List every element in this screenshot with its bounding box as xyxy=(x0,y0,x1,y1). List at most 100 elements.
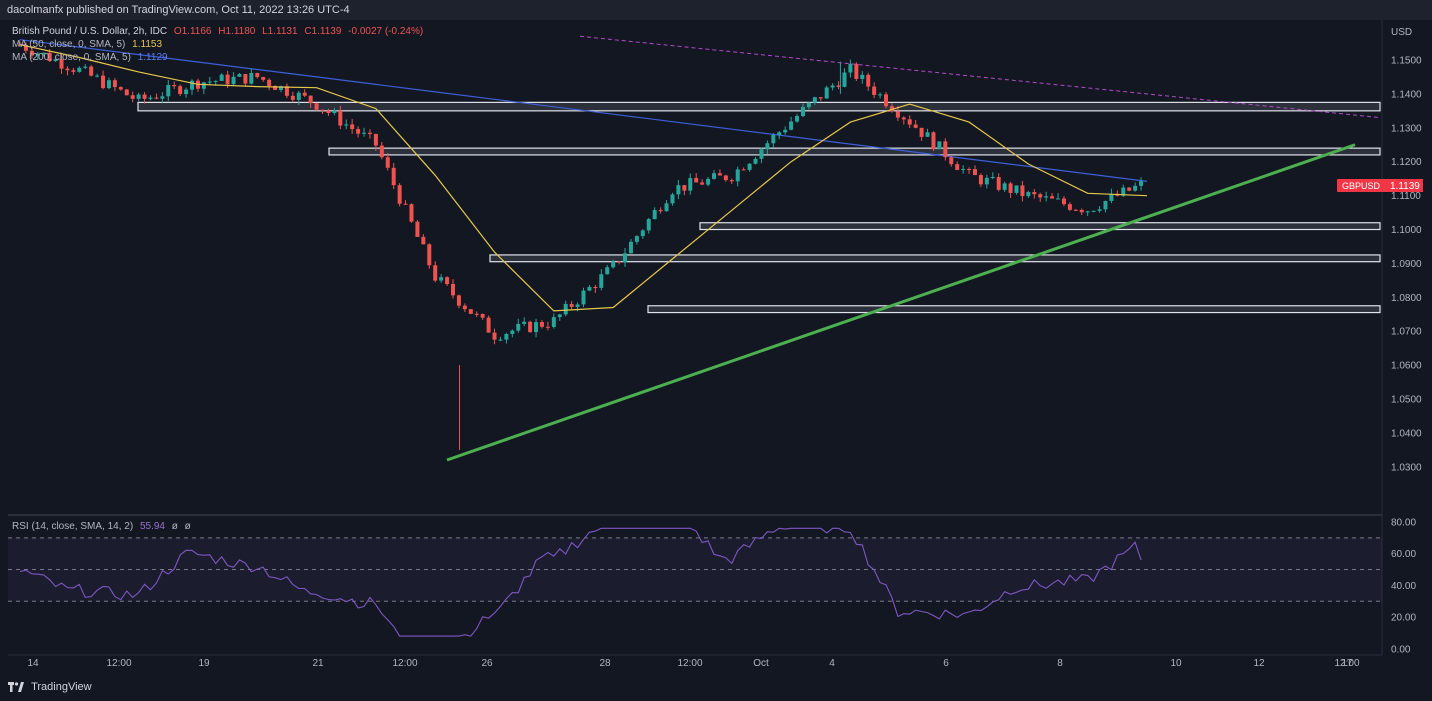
candle-up xyxy=(795,115,800,122)
rsi-band xyxy=(8,537,1382,602)
candle-up xyxy=(1139,181,1144,186)
rsi-tick-label: 0.00 xyxy=(1391,644,1411,655)
price-chart[interactable]: 1.1500 1.1400 1.1300 1.1200 1.1100 1.1000 1.09… xyxy=(0,20,1432,674)
candle-up xyxy=(136,94,141,99)
candle-up xyxy=(860,74,865,79)
candle-down xyxy=(445,277,450,285)
candle-down xyxy=(492,332,497,340)
ma200-row[interactable]: MA (200, close, 0, SMA, 5) 1.1129 xyxy=(12,51,423,64)
candle-down xyxy=(379,145,384,158)
candle-down xyxy=(545,326,550,328)
price-axis[interactable]: 1.1500 1.1400 1.1300 1.1200 1.1100 1.1000 1.09… xyxy=(1391,56,1422,474)
candle-down xyxy=(356,129,361,134)
candle-down xyxy=(451,284,456,296)
support-resistance-zones xyxy=(137,101,1381,314)
last-price-box xyxy=(1337,179,1392,192)
candle-down xyxy=(682,185,687,191)
candle-up xyxy=(278,86,283,91)
candle-down xyxy=(373,134,378,146)
candle-up xyxy=(581,290,586,305)
rsi-legend[interactable]: RSI (14, close, SMA, 14, 2) 55.94 ø ø xyxy=(12,521,191,532)
price-zone xyxy=(328,147,1381,156)
currency-label: USD xyxy=(1391,27,1412,38)
candle-up xyxy=(783,129,788,133)
candle-up xyxy=(95,75,100,77)
candle-up xyxy=(504,333,509,340)
last-price-symbol: GBPUSD xyxy=(1342,181,1381,191)
candle-down xyxy=(1127,187,1132,191)
ma50-row[interactable]: MA (50, close, 0, SMA, 5) 1.1153 xyxy=(12,38,423,51)
rsi-tick-label: 60.00 xyxy=(1391,549,1416,560)
price-tick-label: 1.1000 xyxy=(1391,225,1422,236)
candle-up xyxy=(771,134,776,144)
candle-down xyxy=(326,110,331,114)
candle-up xyxy=(1133,185,1138,191)
candle-down xyxy=(1079,209,1084,213)
candle-down xyxy=(1008,183,1013,193)
candle-up xyxy=(231,76,236,85)
candle-up xyxy=(237,73,242,77)
ma50-path xyxy=(19,44,1148,312)
candle-down xyxy=(943,141,948,158)
candlestick-series xyxy=(18,41,1144,450)
candle-up xyxy=(984,177,989,185)
candle-down xyxy=(350,124,355,130)
price-tick-label: 1.0900 xyxy=(1391,259,1422,270)
time-tick-label: 6 xyxy=(943,658,949,669)
candle-down xyxy=(872,86,877,95)
candle-up xyxy=(77,67,82,72)
candle-up xyxy=(160,96,165,99)
candle-up xyxy=(551,317,556,328)
candle-down xyxy=(889,106,894,112)
time-axis[interactable]: 14 12:00 19 21 12:00 26 28 12:00 Oct 4 6 8 10 12 12:00… xyxy=(27,658,1360,669)
time-tick-label: 12:00 xyxy=(392,658,417,669)
time-tick-label: 12:00 xyxy=(106,658,131,669)
time-tick-label: Oct xyxy=(753,658,769,669)
candle-down xyxy=(913,124,918,128)
candle-up xyxy=(249,72,254,84)
candle-down xyxy=(884,94,889,107)
resistance-trendline xyxy=(579,35,1381,119)
candle-down xyxy=(71,70,76,72)
low-value: L1.1131 xyxy=(262,26,298,37)
price-tick-label: 1.0700 xyxy=(1391,327,1422,338)
candle-up xyxy=(534,322,539,333)
candle-up xyxy=(1121,187,1126,196)
candle-up xyxy=(344,124,349,126)
price-zone xyxy=(699,222,1381,231)
main-pane[interactable] xyxy=(8,20,1382,514)
candle-up xyxy=(990,177,995,179)
candle-down xyxy=(931,132,936,150)
candle-down xyxy=(302,92,307,96)
candle-down xyxy=(314,103,319,110)
rsi-pane[interactable] xyxy=(8,516,1382,655)
price-tick-label: 1.1300 xyxy=(1391,123,1422,134)
candle-down xyxy=(23,44,28,51)
candle-up xyxy=(961,168,966,170)
symbol-name[interactable]: British Pound / U.S. Dollar, 2h, IDC xyxy=(12,26,168,37)
brand-name[interactable]: TradingView xyxy=(31,681,92,693)
candle-down xyxy=(729,180,734,182)
candle-down xyxy=(89,66,94,76)
candle-up xyxy=(557,314,562,318)
candle-down xyxy=(1032,192,1037,195)
candle-up xyxy=(41,52,46,54)
candle-down xyxy=(741,169,746,171)
candle-down xyxy=(172,85,177,87)
candle-up xyxy=(765,143,770,150)
tradingview-logo-icon[interactable] xyxy=(8,674,24,701)
candle-down xyxy=(118,87,123,90)
candle-up xyxy=(1085,211,1090,213)
candle-up xyxy=(166,85,171,97)
candle-up xyxy=(184,89,189,95)
candle-down xyxy=(474,313,479,315)
candle-down xyxy=(124,89,129,96)
candle-down xyxy=(130,95,135,99)
chart-legend: British Pound / U.S. Dollar, 2h, IDC O1.… xyxy=(12,25,423,64)
candle-up xyxy=(1091,210,1096,212)
candle-up xyxy=(575,304,580,307)
candle-up xyxy=(439,277,444,281)
candle-up xyxy=(628,241,633,254)
candle-up xyxy=(812,97,817,103)
candle-down xyxy=(866,74,871,87)
